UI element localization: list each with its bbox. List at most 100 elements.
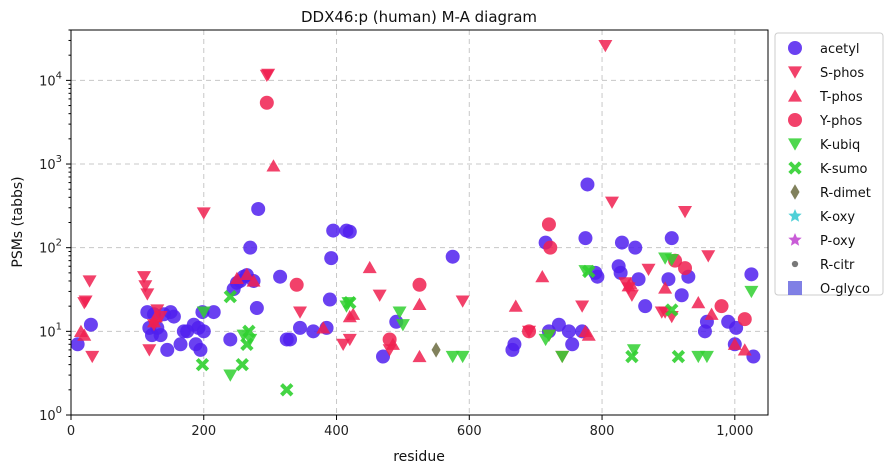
point-k-ubiq [578,265,593,278]
y-tick-label: 101 [39,321,62,340]
legend-marker-t-phos [788,89,802,102]
point-acetyl [249,301,264,316]
point-acetyl [580,177,595,192]
x-tick-label: 200 [191,424,216,439]
point-t-phos [535,270,550,283]
point-acetyl [70,337,85,352]
point-acetyl [322,292,337,307]
point-s-phos [293,306,308,319]
legend-marker-s-phos [788,66,802,79]
point-s-phos [196,207,211,220]
point-acetyl [273,269,288,284]
legend-label: Y-phos [819,114,863,129]
point-acetyl [283,332,298,347]
point-acetyl [729,320,744,335]
legend-label: R-dimet [820,186,871,201]
point-t-phos [77,328,92,341]
point-t-phos [508,299,523,312]
point-y-phos [541,217,556,232]
point-s-phos [82,275,97,288]
point-k-ubiq [392,306,407,319]
legend-marker-r-dimet [790,184,800,200]
point-s-phos [342,333,357,347]
point-s-phos [150,304,165,317]
point-k-sumo [582,264,596,279]
point-t-phos [229,271,244,284]
point-k-ubiq [555,350,570,364]
point-acetyl [223,332,238,347]
point-acetyl [565,337,580,352]
point-acetyl [324,251,339,266]
point-acetyl [342,224,357,239]
point-s-phos [678,205,693,219]
point-t-phos [623,277,638,290]
point-acetyl [614,235,629,250]
point-k-sumo [240,337,254,351]
point-y-phos [289,277,304,292]
point-k-ubiq [445,350,460,364]
point-s-phos [455,295,470,308]
y-tick-exponent: 0 [56,405,62,416]
point-k-ubiq [699,350,714,364]
point-acetyl [206,305,221,320]
point-acetyl [251,202,266,217]
point-s-phos [701,250,716,263]
legend-label: K-ubiq [820,138,860,153]
point-y-phos [522,324,537,339]
point-acetyl [664,231,679,246]
x-tick-label: 400 [324,424,349,439]
point-acetyl [375,349,390,364]
y-tick-exponent: 4 [56,70,62,81]
y-tick-label: 103 [39,154,62,173]
point-t-phos [691,296,706,309]
point-k-ubiq [455,350,470,364]
point-y-phos [714,299,729,314]
legend-marker-p-oxy [788,233,802,246]
point-acetyl [744,267,759,282]
legend-label: P-oxy [820,234,856,249]
point-t-phos [362,260,377,274]
point-acetyl [160,342,175,357]
legend-marker-k-ubiq [788,138,802,151]
point-t-phos [239,267,254,280]
point-acetyl [166,309,181,324]
point-acetyl [551,317,566,332]
point-k-sumo [343,296,357,310]
point-s-phos [137,271,152,284]
point-y-phos [412,277,427,292]
x-tick-label: 1,000 [716,424,753,439]
point-t-phos [316,321,331,334]
point-r-dimet [431,342,441,358]
point-t-phos [412,297,427,310]
point-k-ubiq [196,306,211,319]
legend-marker-acetyl [788,41,802,55]
point-acetyl [193,342,208,357]
point-acetyl [628,240,643,255]
point-s-phos [575,300,590,313]
point-s-phos [605,196,620,209]
point-k-ubiq [395,319,410,332]
y-tick-label: 104 [39,70,62,89]
point-t-phos [148,309,163,323]
point-t-phos [727,337,742,350]
chart-title: DDX46:p (human) M-A diagram [301,8,537,26]
point-k-sumo [242,324,256,339]
point-acetyl [507,337,522,352]
point-k-sumo [625,349,639,364]
plot-points [70,40,761,397]
point-acetyl [173,337,188,352]
point-s-phos [641,263,656,277]
point-acetyl [306,324,321,339]
point-acetyl [674,288,689,303]
y-tick-exponent: 1 [56,321,62,332]
point-k-sumo [671,349,686,364]
point-t-phos [704,307,719,320]
legend-label: O-glyco [820,282,870,297]
y-tick-exponent: 3 [56,154,62,165]
y-tick-base: 10 [39,74,56,89]
point-acetyl [590,269,605,284]
legend-marker-k-oxy [788,209,802,222]
legend: acetyl S-phos T-phos Y-phos K-ubiq K-sumo R-di… [774,32,884,297]
point-k-ubiq [223,369,238,382]
